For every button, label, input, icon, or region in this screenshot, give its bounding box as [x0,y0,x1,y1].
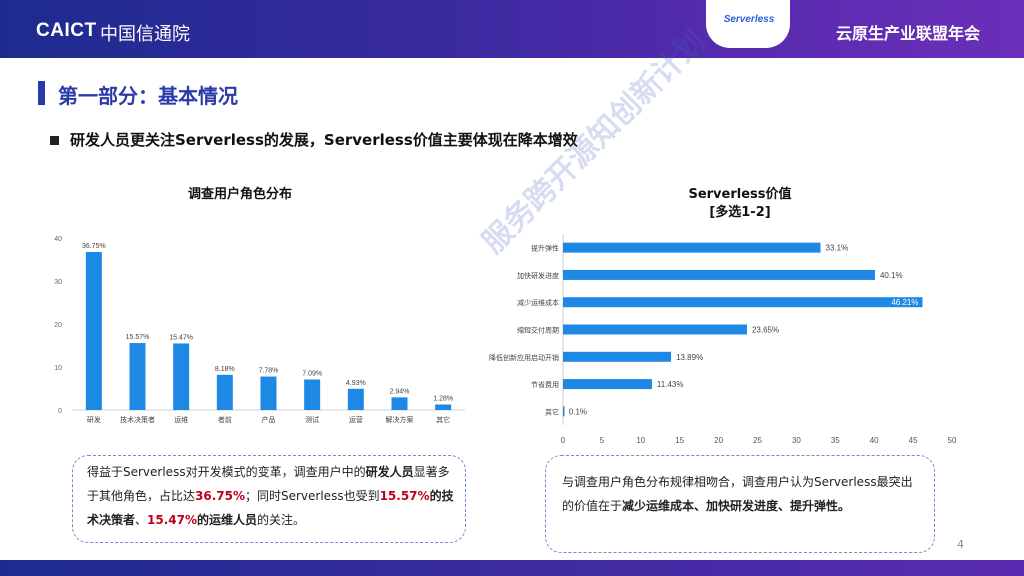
x-tick-label: 35 [831,436,840,445]
conference-title: 云原生产业联盟年会 [835,24,980,43]
y-tick-label: 减少运维成本 [517,298,559,307]
x-tick-label: 20 [714,436,723,445]
summary-percent: 15.47% [147,513,198,527]
x-tick-label: 解决方案 [386,415,414,424]
x-tick-label: 0 [561,436,566,445]
summary-bold: 的技术决策者 [87,489,454,527]
bar [260,376,277,410]
bar [563,406,565,417]
y-tick-label: 其它 [545,407,559,416]
bar [391,397,408,410]
summary-text: 与调查用户角色分布规律相吻合，调查用户认为Serverless最突出的价值在于 [562,475,913,513]
bar [563,242,821,253]
bar [347,388,364,410]
bar [85,251,102,410]
data-label: 36.75% [82,243,106,250]
summary-bold: 的运维人员 [197,513,258,527]
header-banner [0,0,1024,58]
serverless-badge-text: Serverless [723,14,775,25]
y-tick-label: 40 [54,236,62,243]
bar [304,379,321,410]
x-tick-label: 10 [636,436,645,445]
left-summary-box: 得益于Serverless对开发模式的变革，调查用户中的研发人员显著多于其他角色… [72,455,466,543]
right-chart-subtitle: [多选1-2] [709,205,771,220]
y-tick-label: 节省费用 [531,380,559,389]
x-tick-label: 研发 [87,415,101,424]
data-label: 33.1% [826,244,849,253]
x-tick-label: 25 [753,436,762,445]
data-label: 11.43% [657,380,684,389]
summary-text: ；同时Serverless也受到 [245,489,380,503]
x-tick-label: 5 [600,436,605,445]
page-number: 4 [957,538,964,551]
bullet-icon [50,136,59,145]
caict-logo: CAICT [36,20,97,41]
x-tick-label: 运营 [349,415,363,424]
summary-bold: 减少运维成本、加快研发进度、提升弹性。 [622,499,851,513]
bar [563,297,923,308]
y-tick-label: 提升弹性 [531,244,559,253]
summary-bold: 研发人员 [365,465,414,479]
summary-text: 的关注。 [257,513,306,527]
summary-text: 显著多于其他角色，占比达 [87,465,450,503]
data-label: 13.89% [676,353,703,362]
data-label: 40.1% [880,271,903,280]
y-tick-label: 20 [54,322,62,329]
summary-percent: 36.75% [195,489,245,503]
bar [563,351,672,362]
x-tick-label: 技术决策者 [120,415,155,424]
x-tick-label: 者前 [218,415,232,424]
right-chart-title: Serverless价值 [688,187,792,202]
left-chart-title: 调查用户角色分布 [187,187,292,202]
x-tick-label: 产品 [262,415,276,424]
x-tick-label: 其它 [436,415,450,424]
bar [563,379,652,390]
data-label: 23.65% [752,326,779,335]
section-title: 第一部分：基本情况 [58,84,238,108]
y-tick-label: 30 [54,279,62,286]
x-tick-label: 45 [909,436,918,445]
x-tick-label: 运维 [174,415,188,424]
data-label: 8.18% [215,366,235,373]
data-label: 15.57% [126,334,150,341]
headline: 研发人员更关注Serverless的发展，Serverless价值主要体现在降本… [70,131,578,149]
data-label: 0.1% [569,407,587,416]
serverless-badge [706,0,790,48]
y-tick-label: 0 [58,408,62,415]
y-tick-label: 10 [54,365,62,372]
section-marker [38,81,45,105]
data-label: 2.94% [390,388,410,395]
data-label: 4.93% [346,380,366,387]
summary-percent: 15.57% [379,489,430,503]
data-label: 7.09% [302,371,322,378]
data-label: 1.28% [433,395,453,402]
bar [129,343,146,410]
x-tick-label: 40 [870,436,879,445]
bar [435,404,452,410]
x-tick-label: 30 [792,436,801,445]
bar [173,343,190,410]
summary-text: 、 [135,513,148,527]
caict-name: 中国信通院 [100,24,190,45]
right-summary-box: 与调查用户角色分布规律相吻合，调查用户认为Serverless最突出的价值在于减… [545,455,935,553]
data-label: 15.47% [169,334,193,341]
bar [563,324,747,335]
y-tick-label: 缩短交付周期 [517,326,559,335]
data-label: 46.21% [891,298,918,307]
summary-text: 得益于Serverless对开发模式的变革，调查用户中的 [87,465,366,479]
x-tick-label: 测试 [305,415,319,424]
x-tick-label: 50 [948,436,957,445]
data-label: 7.78% [259,368,279,375]
y-tick-label: 加快研发进度 [517,271,559,280]
bar [216,374,233,410]
y-tick-label: 降低创新应用启动开销 [489,353,559,362]
bar [563,269,875,280]
footer-bar [0,560,1024,576]
x-tick-label: 15 [675,436,684,445]
